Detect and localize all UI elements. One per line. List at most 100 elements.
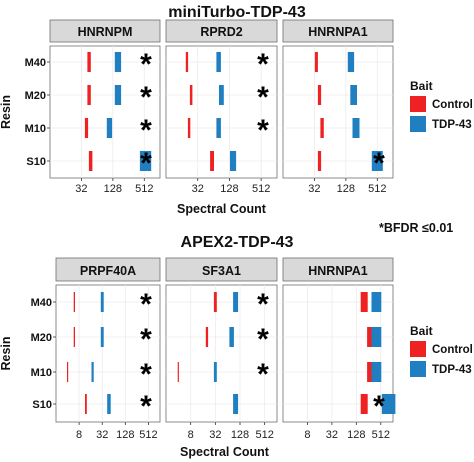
x-tick-label: 32 [96,429,108,441]
bar-control [88,151,93,171]
facet-label: RPRD2 [200,25,242,39]
facet-strip [165,257,278,282]
bar-tdp43 [139,151,152,171]
y-tick-label: M10 [25,123,46,135]
facet-strip [165,19,278,43]
x-tick-label: 512 [255,429,273,441]
bar-control [73,327,75,347]
legend-swatch [410,96,426,112]
bar-control [185,52,189,72]
y-tick-label: S10 [32,399,52,411]
bar-tdp43 [216,52,221,72]
y-tick-label: M40 [25,57,46,69]
bar-tdp43 [381,394,396,414]
significance-asterisk: * [257,323,269,356]
bar-control [87,52,91,72]
significance-asterisk: * [140,390,152,423]
x-tick-label: 512 [368,183,386,195]
bar-control [317,85,322,105]
legend-swatch [410,116,426,132]
bar-tdp43 [233,394,239,414]
bar-tdp43 [91,362,94,382]
facet-panel: HNRNPM****32 128 512 [49,19,161,195]
bar-tdp43 [213,362,217,382]
bar-control [360,394,368,414]
bar-control [189,85,193,105]
bar-control [87,85,91,105]
bar-tdp43 [371,362,382,382]
x-tick-label: 512 [252,183,270,195]
significance-asterisk: * [140,48,152,81]
facet-strip [282,257,394,282]
significance-asterisk: * [140,323,152,356]
facet-label: HNRNPA1 [308,264,368,278]
y-tick-label: M10 [31,367,52,379]
y-axis-title: Resin [0,336,13,370]
y-axis-title: Resin [0,95,13,129]
facet-strip [55,257,161,282]
bar-tdp43 [114,85,122,105]
bar-control [73,292,75,312]
significance-asterisk: * [257,288,269,321]
x-tick-label: 32 [209,429,221,441]
significance-asterisk: * [257,358,269,391]
bar-tdp43 [371,151,383,171]
facet-label: HNRNPM [78,25,133,39]
significance-asterisk: * [140,288,152,321]
panel-frame [165,284,278,423]
x-tick-label: 512 [139,429,157,441]
bar-control [177,362,179,382]
x-tick-label: 32 [326,429,338,441]
bar-tdp43 [230,151,237,171]
significance-asterisk: * [257,48,269,81]
bar-tdp43 [347,52,355,72]
x-axis-title: Spectral Count [177,202,267,216]
bar-control [367,362,376,382]
bar-tdp43 [100,327,104,347]
legend-entry: Control [432,99,473,111]
bar-tdp43 [229,327,234,347]
legend-swatch [410,341,426,357]
x-tick-label: 8 [304,429,310,441]
x-tick-label: 32 [75,183,87,195]
significance-asterisk: * [373,147,385,180]
bar-control [213,292,217,312]
legend-entry: Control [432,344,473,356]
facet-panel: RPRD2***32 128 512 [165,19,278,195]
significance-asterisk: * [257,81,269,114]
significance-asterisk: * [140,114,152,147]
y-tick-label: M20 [25,90,46,102]
bar-control [85,394,87,414]
panel-frame [165,45,278,179]
bar-tdp43 [371,327,382,347]
bar-tdp43 [352,118,360,138]
x-tick-label: 512 [372,429,390,441]
facet-panel: SF3A1***8 32 128 512 [165,257,278,441]
bar-tdp43 [350,85,357,105]
bar-tdp43 [233,292,239,312]
y-tick-label: M20 [31,332,52,344]
x-tick-label: 128 [231,429,249,441]
bar-control [367,327,376,347]
significance-asterisk: * [140,147,152,180]
bar-tdp43 [106,118,113,138]
x-tick-label: 32 [192,183,204,195]
legend-title: Bait [410,79,433,93]
facet-panel: HNRNPA1 * 8 32 128 512 [282,257,396,441]
legend: Bait Control TDP-43 [410,79,473,132]
bar-tdp43 [371,292,382,312]
significance-asterisk: * [257,114,269,147]
significance-asterisk: * [373,390,385,423]
bar-control [84,118,89,138]
x-tick-label: 128 [116,429,134,441]
bar-control [210,151,214,171]
x-axis-title: Spectral Count [180,445,270,459]
facet-label: SF3A1 [202,264,241,278]
bar-control [205,327,209,347]
bar-control [360,292,368,312]
bar-tdp43 [100,292,104,312]
x-tick-label: 8 [188,429,194,441]
